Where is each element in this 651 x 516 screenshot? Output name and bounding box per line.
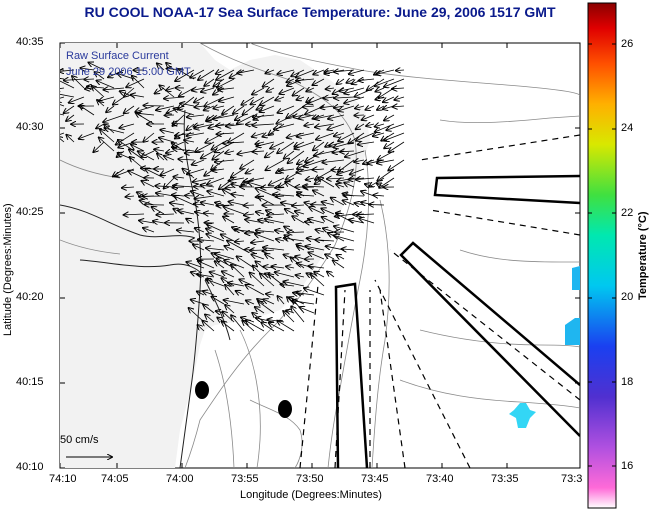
x-tick-label: 74:00	[166, 473, 194, 485]
current-vector	[194, 187, 204, 188]
colorbar-tick-label: 20	[621, 291, 633, 303]
y-tick-label: 40:10	[16, 461, 44, 473]
y-tick-label: 40:15	[16, 376, 44, 388]
radar-site-marker	[195, 381, 209, 399]
scale-arrow-label: 50 cm/s	[60, 434, 99, 446]
y-tick-label: 40:25	[16, 206, 44, 218]
colorbar-tick-label: 16	[621, 460, 633, 472]
current-vector	[144, 106, 165, 107]
current-vector	[244, 205, 254, 206]
current-vector	[354, 115, 364, 116]
current-vector	[246, 124, 254, 125]
y-tick-label: 40:30	[16, 121, 44, 133]
colorbar-tick-label: 22	[621, 207, 633, 219]
x-tick-label: 73:45	[361, 473, 389, 485]
colorbar-tick-label: 26	[621, 38, 633, 50]
colorbar	[588, 3, 616, 508]
x-tick-label: 73:55	[231, 473, 259, 485]
x-tick-label: 73:40	[426, 473, 454, 485]
figure-title: RU COOL NOAA-17 Sea Surface Temperature:…	[60, 4, 580, 20]
current-vector	[304, 187, 315, 188]
y-axis-label: Latitude (Degrees:Minutes)	[2, 203, 14, 336]
x-tick-label: 73:3	[561, 473, 582, 485]
overlay-label-time: June 29 2006 15:00 GMT	[66, 66, 191, 78]
colorbar-label: Temperature (°C)	[637, 211, 649, 300]
x-axis-label: Longitude (Degrees:Minutes)	[240, 489, 382, 501]
y-tick-label: 40:35	[16, 36, 44, 48]
current-vector	[185, 196, 194, 197]
x-tick-label: 73:35	[491, 473, 519, 485]
x-tick-label: 73:50	[296, 473, 324, 485]
y-tick-label: 40:20	[16, 291, 44, 303]
current-vector	[369, 205, 384, 206]
colorbar-tick-label: 24	[621, 122, 633, 134]
x-tick-label: 74:10	[49, 473, 77, 485]
x-tick-label: 74:05	[101, 473, 129, 485]
current-vector	[84, 79, 94, 80]
current-vector	[250, 250, 264, 251]
colorbar-tick-label: 18	[621, 376, 633, 388]
overlay-label-current: Raw Surface Current	[66, 50, 169, 62]
radar-site-marker	[278, 400, 292, 418]
